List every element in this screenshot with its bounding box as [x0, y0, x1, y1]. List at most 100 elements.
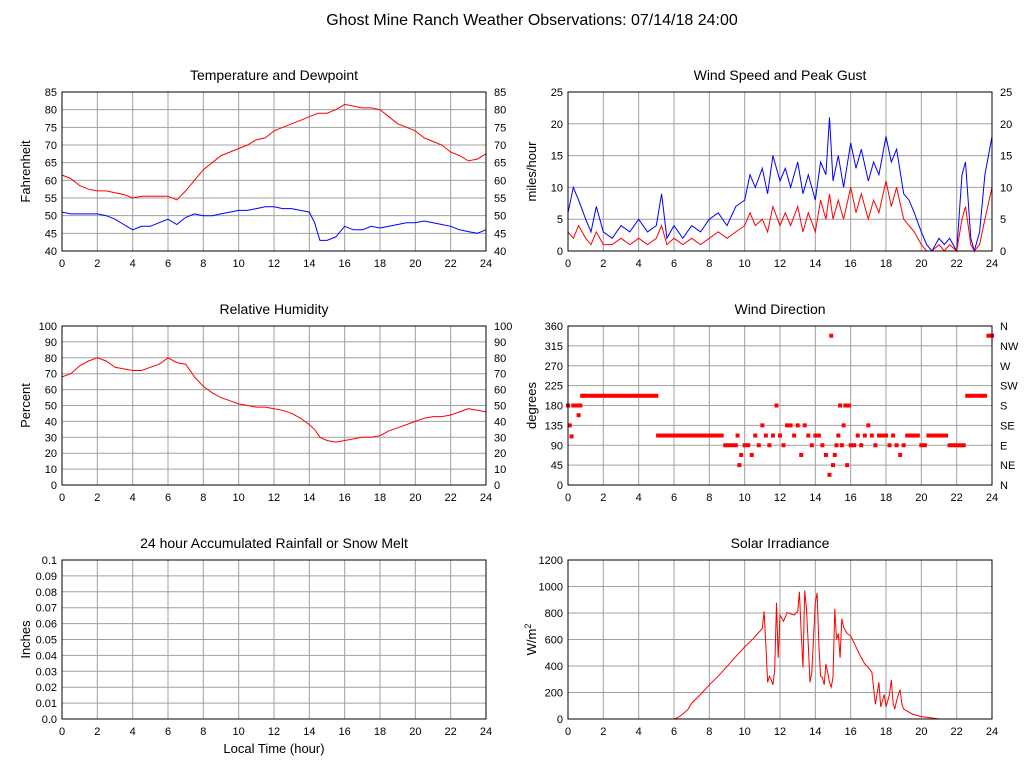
data-point [663, 433, 668, 438]
y-axis-label: Percent [18, 383, 33, 428]
data-point [848, 443, 853, 448]
data-point [929, 433, 934, 438]
data-point [915, 433, 920, 438]
x-tick-label: 12 [268, 492, 280, 504]
data-point [594, 393, 599, 398]
y-tick-label: 70 [45, 369, 57, 381]
right-tick-label: 90 [494, 337, 506, 349]
data-point [578, 403, 583, 408]
right-tick-label: 0 [494, 480, 500, 492]
data-point [647, 393, 652, 398]
data-point [908, 433, 913, 438]
right-tick-label: 30 [494, 432, 506, 444]
x-tick-label: 14 [303, 492, 315, 504]
data-point [633, 393, 638, 398]
data-point [947, 443, 952, 448]
data-point [876, 433, 881, 438]
data-point [933, 433, 938, 438]
x-tick-label: 0 [59, 258, 65, 270]
x-tick-label: 24 [480, 258, 492, 270]
data-point [756, 443, 761, 448]
data-point [673, 433, 678, 438]
y-tick-label: 0.0 [42, 714, 57, 726]
data-point [611, 393, 616, 398]
data-point [862, 433, 867, 438]
right-tick-label: 45 [494, 228, 506, 240]
right-tick-label: N [1000, 480, 1008, 492]
data-point [788, 423, 793, 428]
right-tick-label: 65 [494, 158, 506, 170]
y-axis-label: degrees [524, 382, 539, 429]
right-tick-label: 50 [494, 211, 506, 223]
data-point [975, 393, 980, 398]
data-point [746, 443, 751, 448]
y-tick-label: 0.03 [36, 666, 57, 678]
x-tick-label: 4 [130, 258, 136, 270]
x-tick-label: 24 [986, 492, 998, 504]
y-tick-label: 0 [51, 480, 57, 492]
y-tick-label: 10 [551, 182, 563, 194]
right-tick-label: 55 [494, 193, 506, 205]
x-tick-label: 16 [845, 492, 857, 504]
data-point [726, 443, 731, 448]
data-point [574, 403, 579, 408]
y-tick-label: 135 [545, 420, 563, 432]
data-point [684, 433, 689, 438]
data-point [816, 433, 821, 438]
x-tick-label: 4 [636, 492, 642, 504]
x-tick-label: 8 [706, 492, 712, 504]
data-point [785, 423, 790, 428]
x-tick-label: 16 [339, 726, 351, 738]
x-tick-label: 22 [951, 492, 963, 504]
data-point [961, 443, 966, 448]
y-tick-label: 0.08 [36, 587, 57, 599]
x-tick-label: 14 [809, 258, 821, 270]
y-tick-label: 360 [545, 321, 563, 333]
series-line-1 [568, 590, 992, 720]
x-tick-label: 12 [268, 726, 280, 738]
x-tick-label: 6 [671, 492, 677, 504]
x-tick-label: 14 [809, 492, 821, 504]
x-tick-label: 12 [774, 492, 786, 504]
y-tick-label: 225 [545, 381, 563, 393]
y-tick-label: 0 [557, 480, 563, 492]
x-tick-label: 20 [409, 492, 421, 504]
series-line-1 [61, 103, 487, 201]
plot-frame [567, 559, 993, 720]
data-point [982, 393, 987, 398]
chart-title: 24 hour Accumulated Rainfall or Snow Mel… [140, 535, 408, 551]
data-point [859, 443, 864, 448]
chart-title: Wind Direction [734, 301, 825, 317]
x-tick-label: 12 [268, 258, 280, 270]
data-point [880, 433, 885, 438]
data-point [730, 443, 735, 448]
x-tick-label: 2 [94, 726, 100, 738]
data-point [608, 393, 613, 398]
data-point [894, 443, 899, 448]
data-point [891, 433, 896, 438]
y-tick-label: 40 [45, 416, 57, 428]
data-point [597, 393, 602, 398]
page-title: Ghost Mine Ranch Weather Observations: 0… [326, 12, 738, 29]
data-point [843, 403, 848, 408]
right-tick-label: 5 [1000, 214, 1006, 226]
x-tick-label: 4 [636, 258, 642, 270]
data-point [778, 433, 782, 438]
y-tick-label: 45 [551, 460, 563, 472]
y-tick-label: 0.02 [36, 682, 57, 694]
x-tick-label: 4 [636, 726, 642, 738]
x-tick-label: 6 [671, 258, 677, 270]
x-tick-label: 18 [880, 726, 892, 738]
x-tick-label: 24 [986, 726, 998, 738]
data-point [846, 403, 851, 408]
y-tick-label: 60 [45, 385, 57, 397]
x-tick-label: 0 [565, 258, 571, 270]
y-tick-label: 180 [545, 401, 563, 413]
data-point [712, 433, 717, 438]
right-tick-label: SE [1000, 420, 1015, 432]
y-tick-label: 10 [45, 464, 57, 476]
right-tick-label: 50 [494, 401, 506, 413]
data-point [569, 434, 574, 439]
right-tick-label: 60 [494, 175, 506, 187]
